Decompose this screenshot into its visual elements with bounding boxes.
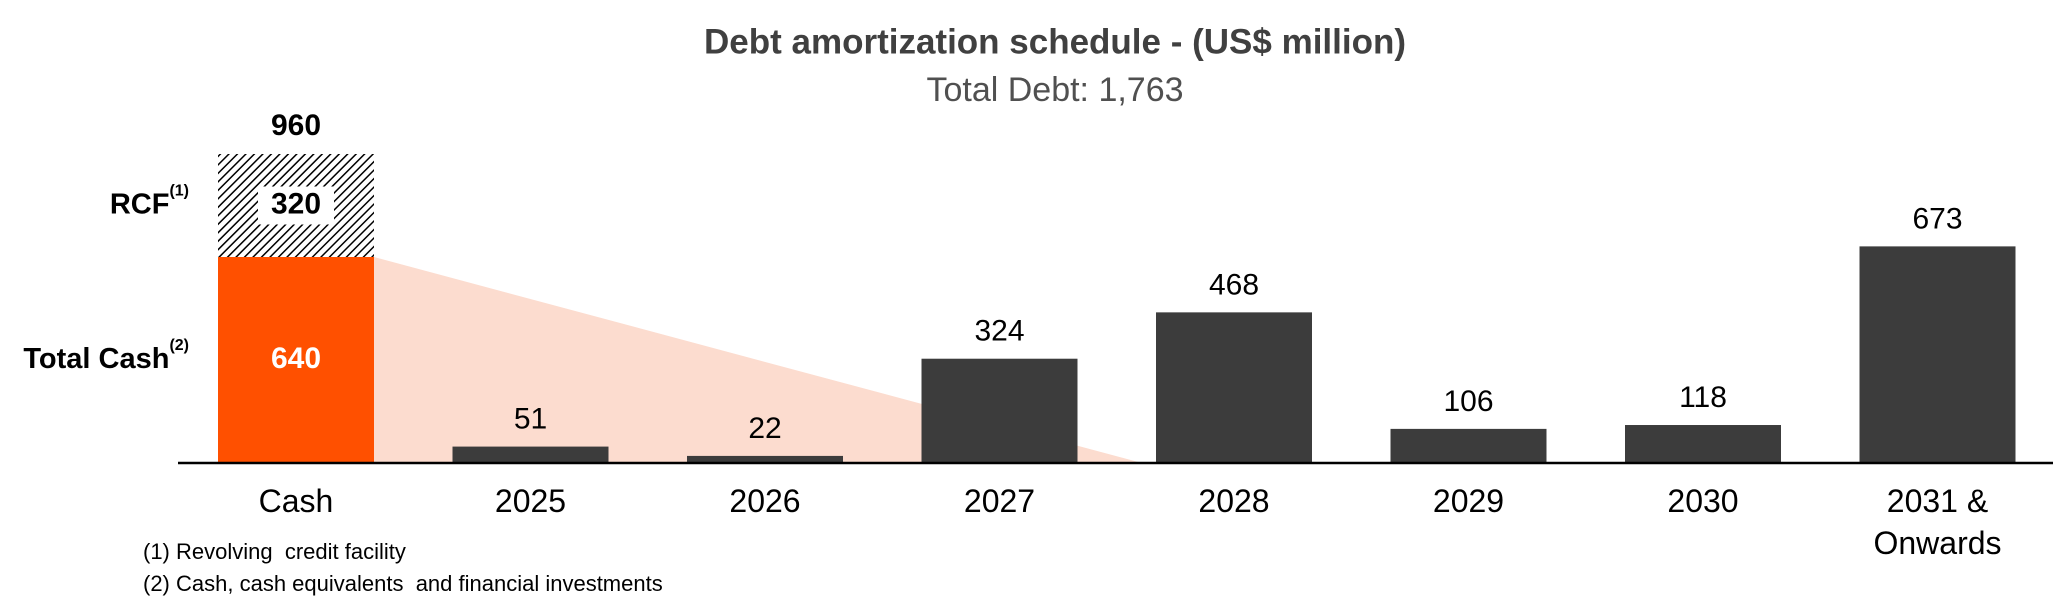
x-tick-label: 2030 [1667, 483, 1739, 519]
x-tick-label: 2025 [494, 483, 567, 519]
value-label: 468 [1209, 268, 1259, 301]
x-tick-label: 2031 & Onwards [1873, 483, 2002, 561]
series-name: RCF [110, 188, 170, 220]
chart-subtitle: Total Debt: 1,763 [926, 71, 1183, 109]
value-label: 673 [1912, 202, 1962, 235]
bar [1625, 425, 1781, 463]
series-name: Total Cash [23, 343, 169, 375]
value-label: 640 [271, 342, 321, 375]
series-superscript: (2) [169, 337, 189, 354]
series-label: RCF(1) [110, 183, 189, 220]
x-tick-label: 2027 [963, 483, 1036, 519]
footnote: (2) Cash, cash equivalents and financial… [143, 571, 663, 596]
value-label: 22 [748, 412, 781, 445]
chart-title: Debt amortization schedule - (US$ millio… [704, 22, 1406, 61]
x-tick-label: Cash [258, 483, 334, 519]
x-tick-label: 2026 [729, 483, 801, 519]
bar [218, 257, 374, 463]
series-label: Total Cash(2) [23, 337, 189, 374]
x-tick-label: 2028 [1198, 483, 1270, 519]
series-superscript: (1) [169, 183, 189, 200]
bar [687, 455, 843, 463]
bar [1390, 428, 1547, 463]
value-label: 324 [974, 315, 1024, 348]
value-label: 320 [271, 187, 321, 220]
value-label: 51 [514, 403, 547, 436]
value-label: 106 [1443, 385, 1493, 418]
value-label: 118 [1679, 381, 1727, 414]
footnote: (1) Revolving credit facility [143, 539, 406, 564]
bar [1859, 246, 2016, 463]
bar [452, 446, 609, 463]
label-box [258, 186, 334, 225]
bar [921, 358, 1078, 463]
bar [1156, 312, 1312, 463]
total-label: 960 [271, 109, 321, 142]
x-tick-label: 2029 [1432, 483, 1505, 519]
